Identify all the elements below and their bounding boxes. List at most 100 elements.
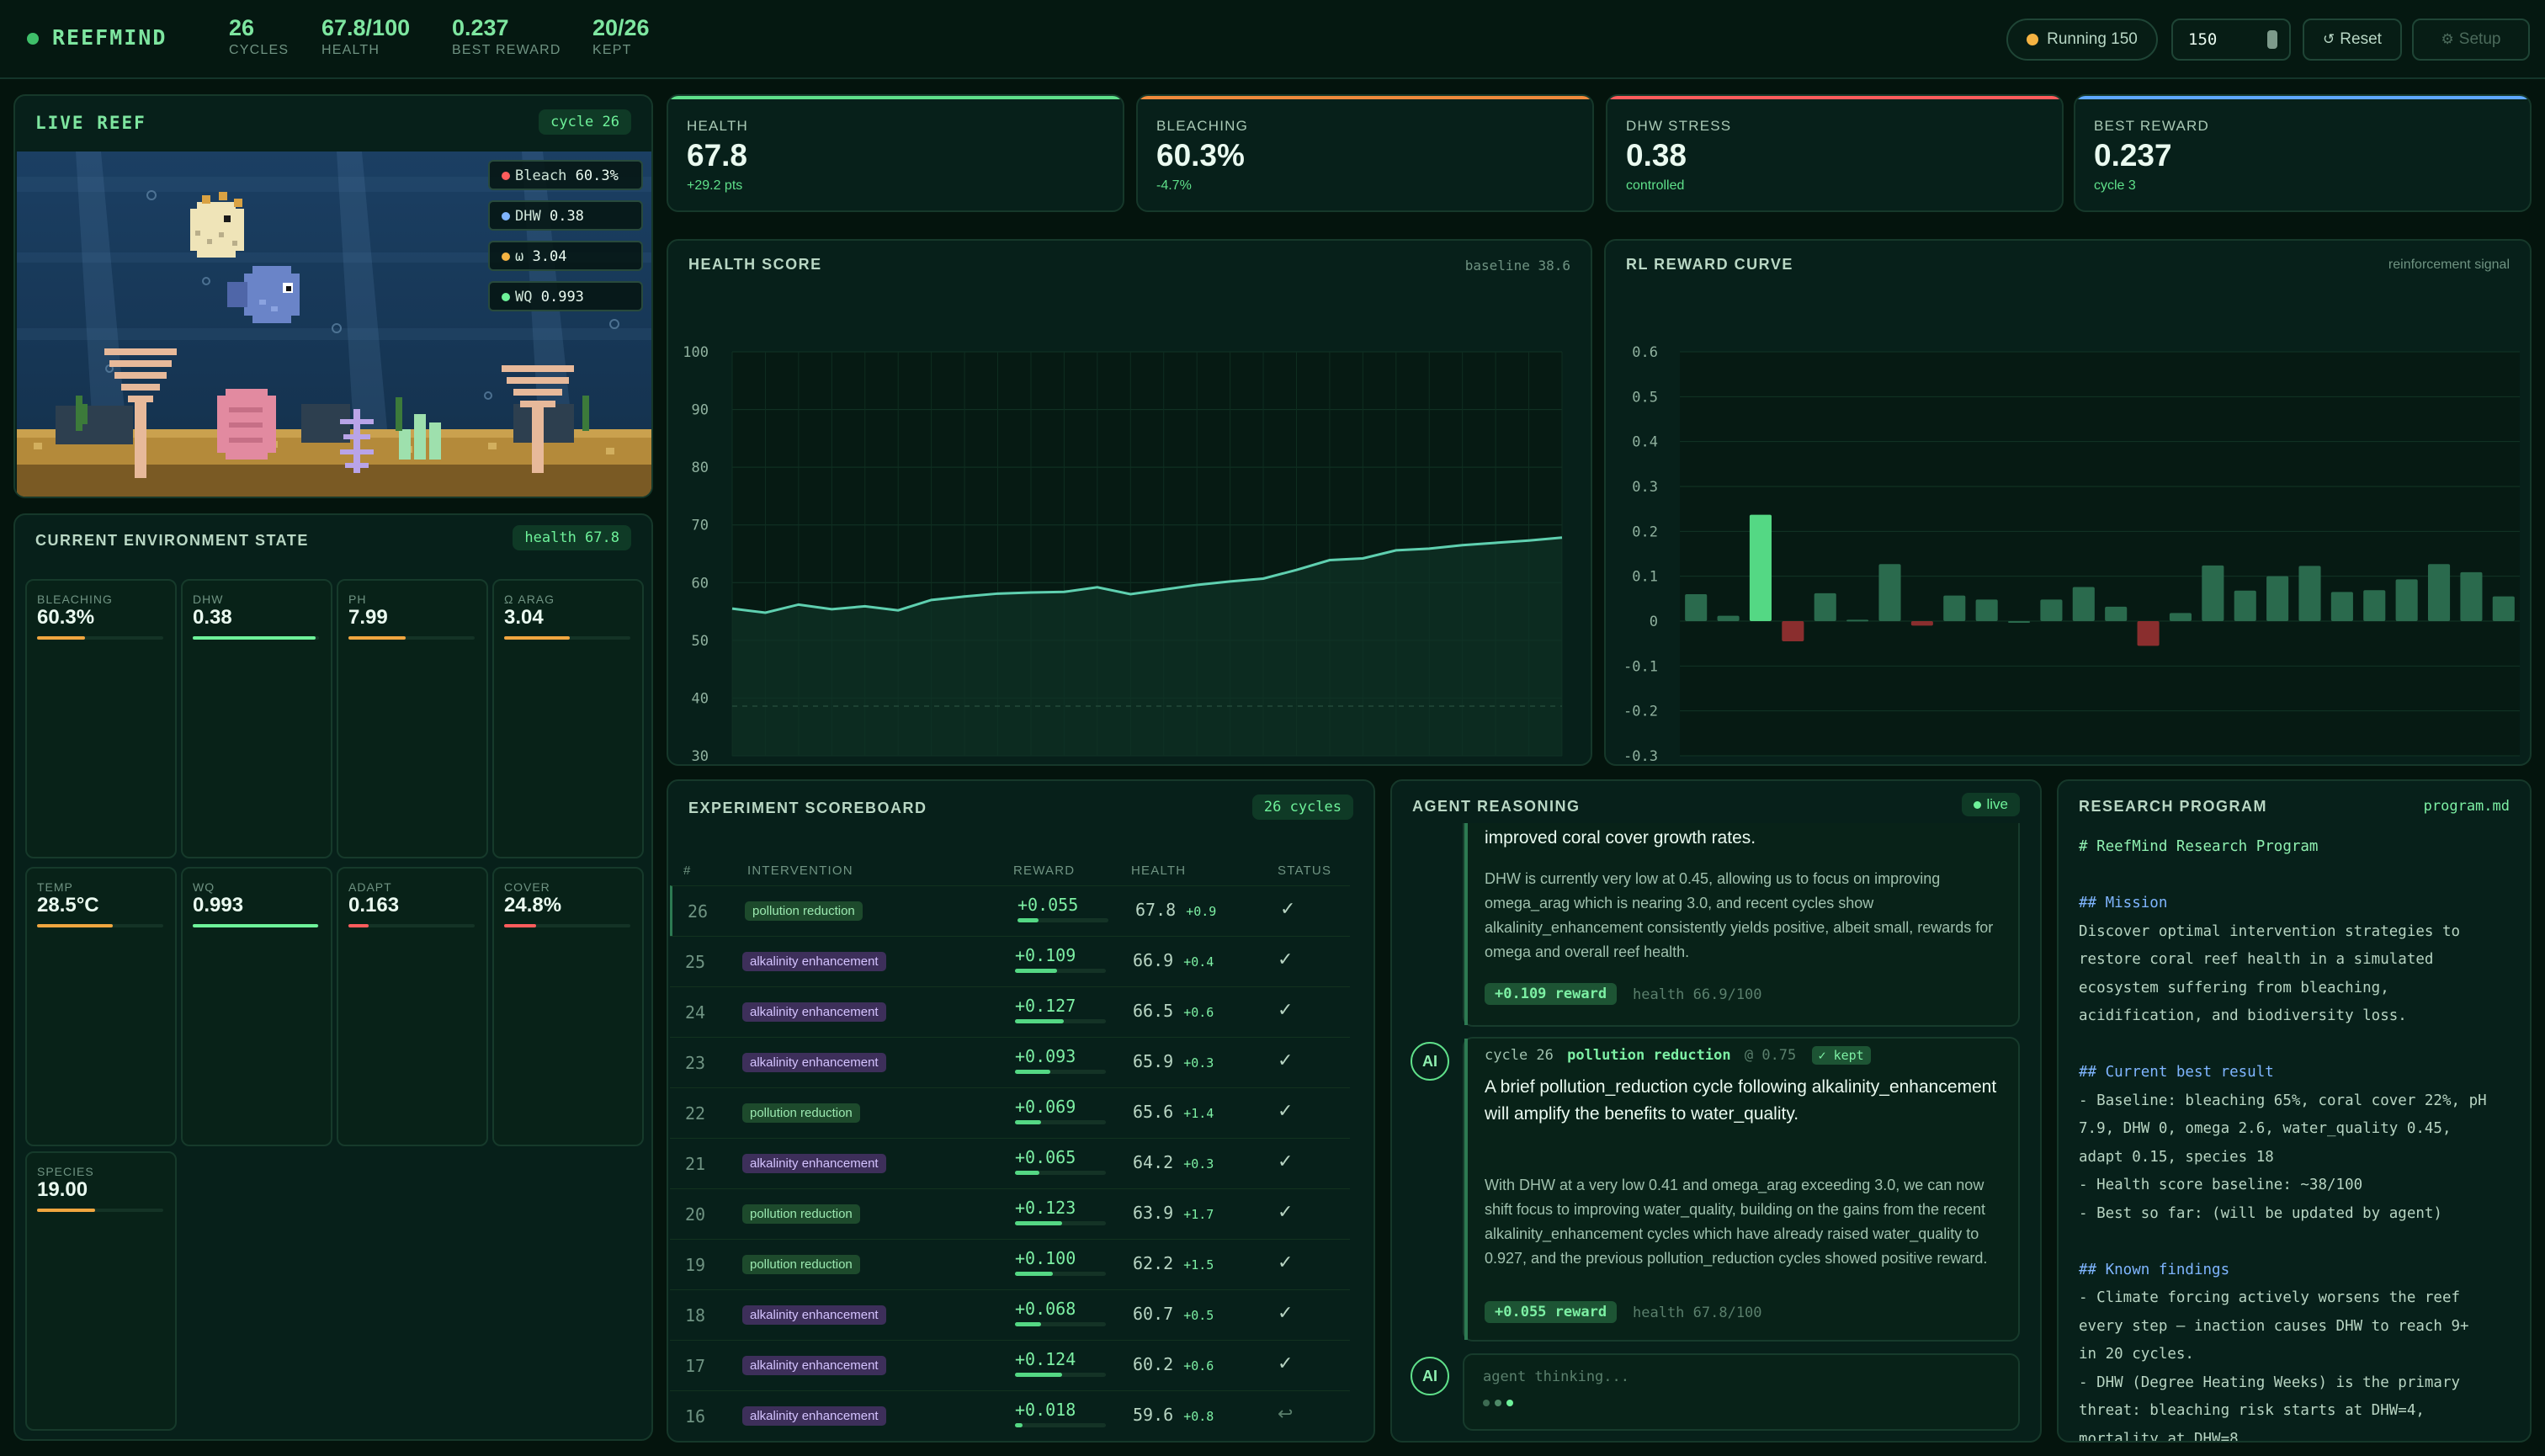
reward-note: reinforcement signal <box>2388 258 2510 272</box>
table-row[interactable]: 21 alkalinity enhancement +0.065 64.2 +0.3 ✓ <box>670 1138 1350 1188</box>
tile-level-bar <box>504 924 630 927</box>
intervention-tag: pollution reduction <box>742 1255 860 1274</box>
reward-bar <box>1015 1423 1106 1427</box>
reset-icon: ↺ <box>2323 31 2335 47</box>
y-tick-label: 0.3 <box>1632 479 1658 496</box>
reward-value: +0.065 <box>1015 1147 1076 1167</box>
tile-level-bar <box>504 636 630 640</box>
baseline-note: baseline 38.6 <box>1464 258 1570 274</box>
reward-bar <box>1782 621 1804 641</box>
accent-bar <box>1138 96 1592 99</box>
reward-value: +0.100 <box>1015 1248 1076 1268</box>
y-tick-label: 0.5 <box>1632 389 1658 406</box>
tile-label: DHW <box>193 592 224 606</box>
area-fill <box>732 537 1562 756</box>
check-icon: ✓ <box>1278 1302 1294 1323</box>
stepper-icon[interactable] <box>2267 30 2277 49</box>
tile-level-bar <box>37 924 163 927</box>
branch-coral <box>340 409 374 473</box>
y-tick-label: 30 <box>692 748 709 763</box>
intervention-tag: pollution reduction <box>745 901 863 921</box>
table-row[interactable]: 23 alkalinity enhancement +0.093 65.9 +0.3 ✓ <box>670 1037 1350 1087</box>
health-value: 66.5 +0.6 <box>1133 1001 1214 1021</box>
accent-bar <box>1607 96 2062 99</box>
col-reward: REWARD <box>1013 864 1076 878</box>
table-coral-right <box>502 365 574 473</box>
env-tile-dhw: DHW 0.38 <box>181 579 332 858</box>
cycles-input[interactable]: 150 <box>2171 19 2291 61</box>
reward-value: +0.093 <box>1015 1046 1076 1066</box>
reward-bar <box>2007 621 2031 623</box>
program-line: adapt 0.15, species 18 <box>2079 1148 2274 1166</box>
stat-card-sub: +29.2 pts <box>687 178 743 193</box>
tile-label: BLEACHING <box>37 592 113 606</box>
reward-bar <box>2427 564 2451 621</box>
table-row[interactable]: 24 alkalinity enhancement +0.127 66.5 +0.6 ✓ <box>670 986 1350 1037</box>
reward-bar <box>2395 579 2418 621</box>
stat-kept: 20/26 KEPT <box>592 15 650 57</box>
program-line: ecosystem suffering from bleaching, <box>2079 979 2389 996</box>
health-badge: health 67.8 <box>513 525 631 550</box>
y-tick-label: 90 <box>692 402 709 419</box>
tile-label: TEMP <box>37 880 73 894</box>
running-status-button[interactable]: Running 150 <box>2006 19 2158 61</box>
program-title: RESEARCH PROGRAM <box>2079 798 2268 815</box>
table-row[interactable]: 19 pollution reduction +0.100 62.2 +1.5 ✓ <box>670 1239 1350 1289</box>
tile-value: 0.163 <box>348 894 400 917</box>
health-value: 66.9 +0.4 <box>1133 950 1214 970</box>
tile-level-bar <box>348 924 475 927</box>
env-tile-arag: Ω ARAG 3.04 <box>492 579 644 858</box>
table-row[interactable]: 22 pollution reduction +0.069 65.6 +1.4 ✓ <box>670 1087 1350 1138</box>
table-row[interactable]: 16 alkalinity enhancement +0.018 59.6 +0.8 ↩ <box>670 1390 1350 1441</box>
intervention-tag: alkalinity enhancement <box>742 952 886 971</box>
y-tick-label: 100 <box>683 344 709 361</box>
table-coral-left <box>104 348 177 478</box>
setup-button[interactable]: ⚙ Setup <box>2412 19 2530 61</box>
tile-level-bar <box>193 636 319 640</box>
reward-value: +0.068 <box>1015 1299 1076 1319</box>
stat-card-bleaching: BLEACHING 60.3% -4.7% <box>1136 94 1594 212</box>
live-reef-panel: LIVE REEF cycle 26 <box>13 94 653 498</box>
health-value: 65.9 +0.3 <box>1133 1051 1214 1071</box>
health-value: 65.6 +1.4 <box>1133 1102 1214 1122</box>
table-row[interactable]: 20 pollution reduction +0.123 63.9 +1.7 ✓ <box>670 1188 1350 1239</box>
health-value: 59.6 +0.8 <box>1133 1405 1214 1425</box>
env-tile-adapt: ADAPT 0.163 <box>337 867 488 1146</box>
env-state-title: CURRENT ENVIRONMENT STATE <box>35 532 309 549</box>
live-badge: live <box>1962 793 2020 816</box>
program-line: acidification, and biodiversity loss. <box>2079 1007 2407 1024</box>
program-heading: ## Current best result <box>2079 1064 2274 1081</box>
check-icon: ✓ <box>1278 1201 1294 1222</box>
table-row[interactable]: 18 alkalinity enhancement +0.068 60.7 +0.5 ✓ <box>670 1289 1350 1340</box>
stat-card-best-reward: BEST REWARD 0.237 cycle 3 <box>2074 94 2532 212</box>
reward-bar <box>2492 596 2515 621</box>
reasoning-title: AGENT REASONING <box>1412 798 1581 815</box>
reward-chart-title: RL REWARD CURVE <box>1626 256 1793 273</box>
reward-bar <box>1685 594 1708 621</box>
reset-button[interactable]: ↺ Reset <box>2303 19 2402 61</box>
health-delta: +0.5 <box>1183 1308 1214 1323</box>
tile-value: 24.8% <box>504 894 562 917</box>
health-delta: +0.3 <box>1183 1156 1214 1172</box>
program-line: 7.9, DHW 0, omega 2.6, water_quality 0.4… <box>2079 1120 2452 1137</box>
reasoning-meta: cycle 26 pollution reduction @ 0.75 ✓ ke… <box>1485 1046 1871 1065</box>
row-number: 24 <box>685 1002 706 1023</box>
table-row[interactable]: 26 pollution reduction +0.055 67.8 +0.9 ✓ <box>670 885 1350 936</box>
health-delta: +0.4 <box>1183 954 1214 970</box>
program-heading: # ReefMind Research Program <box>2079 838 2319 855</box>
table-row[interactable]: 17 alkalinity enhancement +0.124 60.2 +0.6 ✓ <box>670 1340 1350 1390</box>
program-line: - Best so far: (will be updated by agent… <box>2079 1204 2442 1222</box>
table-row[interactable]: 25 alkalinity enhancement +0.109 66.9 +0.4 ✓ <box>670 936 1350 986</box>
health-line <box>731 536 1563 614</box>
program-line: in 20 cycles. <box>2079 1346 2194 1363</box>
status-dot-icon <box>27 33 39 45</box>
reward-bar <box>1015 1019 1106 1023</box>
tile-level-bar <box>37 1209 163 1212</box>
overlay-bleach: Bleach 60.3% <box>488 160 643 190</box>
health-delta: +1.5 <box>1183 1257 1214 1273</box>
blue-fish-icon <box>227 266 300 323</box>
health-score-panel: HEALTH SCORE baseline 38.6 30 40 50 60 70 80 9… <box>667 239 1592 766</box>
stat-card-sub: -4.7% <box>1156 178 1192 193</box>
check-icon: ✓ <box>1278 1251 1294 1273</box>
stat-card-label: HEALTH <box>687 118 749 134</box>
